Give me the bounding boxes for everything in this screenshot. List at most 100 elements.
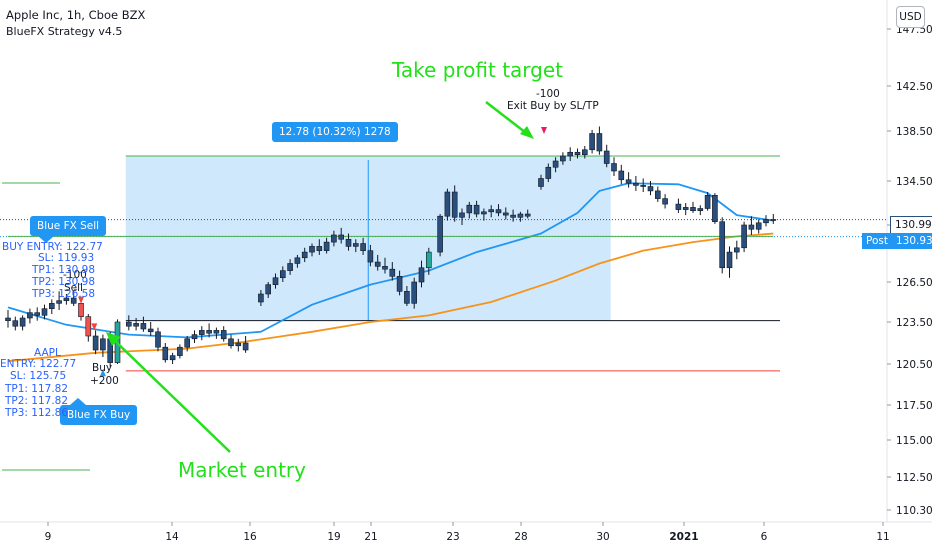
candle bbox=[41, 308, 48, 316]
candle bbox=[126, 321, 132, 327]
candle bbox=[741, 224, 747, 249]
candle bbox=[169, 355, 176, 361]
candle bbox=[748, 224, 755, 230]
buy-info-line: ENTRY: 122.77 bbox=[0, 358, 77, 370]
candle bbox=[235, 342, 242, 347]
sell-arrow-icon bbox=[91, 323, 98, 331]
candle bbox=[323, 241, 330, 251]
y-tick-label: 115.00 bbox=[896, 435, 932, 447]
sell-signal-badge[interactable]: Blue FX Sell bbox=[30, 216, 107, 236]
candle bbox=[473, 204, 480, 215]
candle bbox=[258, 293, 264, 303]
candle bbox=[697, 208, 704, 211]
candle bbox=[147, 328, 154, 333]
candle bbox=[34, 312, 41, 316]
candle bbox=[404, 291, 410, 304]
candle bbox=[301, 251, 308, 259]
candle bbox=[294, 257, 301, 264]
sell-badge-pointer bbox=[38, 236, 54, 243]
buy-label: Buy bbox=[92, 362, 113, 374]
candle bbox=[437, 215, 443, 253]
buy-signal-badge[interactable]: Blue FX Buy bbox=[60, 405, 138, 425]
y-tick-label: 123.50 bbox=[896, 317, 932, 329]
y-tick-label: 120.50 bbox=[896, 359, 932, 371]
candle bbox=[589, 133, 595, 151]
candle bbox=[459, 212, 465, 218]
candle bbox=[265, 284, 272, 295]
x-tick-label: 2021 bbox=[669, 531, 698, 543]
chart-title: Apple Inc, 1h, Cboe BZX bbox=[6, 8, 146, 22]
candle bbox=[654, 190, 661, 199]
candle bbox=[451, 191, 458, 218]
buy-qty: +200 bbox=[90, 375, 119, 387]
candle bbox=[538, 178, 544, 187]
candle bbox=[12, 320, 19, 327]
take-profit-annotation: Take profit target bbox=[392, 58, 564, 82]
candle bbox=[48, 303, 55, 309]
candle bbox=[418, 267, 425, 283]
candle bbox=[502, 212, 509, 216]
candle bbox=[140, 323, 147, 330]
candle bbox=[560, 155, 566, 162]
y-tick-label: 112.50 bbox=[896, 472, 932, 484]
candle bbox=[466, 204, 473, 214]
x-tick-label: 19 bbox=[327, 531, 340, 543]
candle bbox=[603, 150, 610, 164]
measure-label: 12.78 (10.32%) 1278 bbox=[272, 122, 398, 142]
moving-average-blue bbox=[7, 182, 774, 339]
candle bbox=[647, 186, 654, 192]
x-tick-label: 30 bbox=[596, 531, 609, 543]
candle bbox=[309, 246, 315, 253]
candle bbox=[633, 182, 639, 186]
currency-button[interactable]: USD bbox=[896, 6, 925, 28]
candle bbox=[191, 334, 198, 340]
exit-label: Exit Buy by SL/TP bbox=[507, 100, 599, 112]
candle bbox=[213, 330, 220, 334]
y-tick-label: 142.50 bbox=[896, 81, 932, 93]
candle bbox=[100, 338, 106, 351]
candle bbox=[611, 163, 617, 172]
candle bbox=[662, 198, 668, 205]
candle bbox=[331, 234, 337, 243]
buy-badge-pointer bbox=[70, 398, 86, 405]
candle bbox=[316, 246, 323, 251]
tp-arrow-head bbox=[520, 126, 534, 139]
candle bbox=[162, 346, 169, 361]
x-tick-label: 11 bbox=[876, 531, 889, 543]
candle bbox=[567, 151, 574, 157]
candle bbox=[5, 317, 11, 321]
candle bbox=[640, 185, 647, 187]
candle bbox=[581, 149, 588, 156]
candle bbox=[770, 219, 777, 221]
candle bbox=[367, 250, 374, 263]
candle bbox=[755, 222, 762, 230]
candle bbox=[220, 330, 227, 340]
candle bbox=[704, 195, 711, 209]
candle bbox=[78, 303, 84, 317]
candle bbox=[19, 317, 26, 327]
candle bbox=[719, 221, 726, 269]
candle bbox=[155, 331, 161, 348]
post-price-tag: 130.93 bbox=[892, 233, 932, 249]
candle bbox=[374, 261, 381, 267]
sell-info-line: TP3: 126.58 bbox=[32, 288, 96, 300]
exit-arrow-icon bbox=[541, 127, 547, 134]
x-tick-label: 16 bbox=[243, 531, 257, 543]
y-tick-label: 134.50 bbox=[896, 176, 932, 188]
entry-arrow-head bbox=[106, 332, 121, 346]
x-tick-label: 23 bbox=[446, 531, 459, 543]
candle bbox=[411, 281, 418, 304]
x-tick-label: 6 bbox=[761, 531, 768, 543]
sell-info-line: TP2: 130.98 bbox=[32, 276, 96, 288]
x-tick-label: 28 bbox=[514, 531, 527, 543]
candle bbox=[396, 275, 403, 292]
candle bbox=[272, 277, 279, 285]
x-tick-label: 21 bbox=[364, 531, 377, 543]
candle bbox=[726, 251, 733, 269]
sell-label: Sell bbox=[64, 282, 83, 294]
candle bbox=[481, 211, 487, 215]
candle bbox=[279, 270, 286, 279]
last-price-tag: 130.99 bbox=[890, 216, 932, 234]
